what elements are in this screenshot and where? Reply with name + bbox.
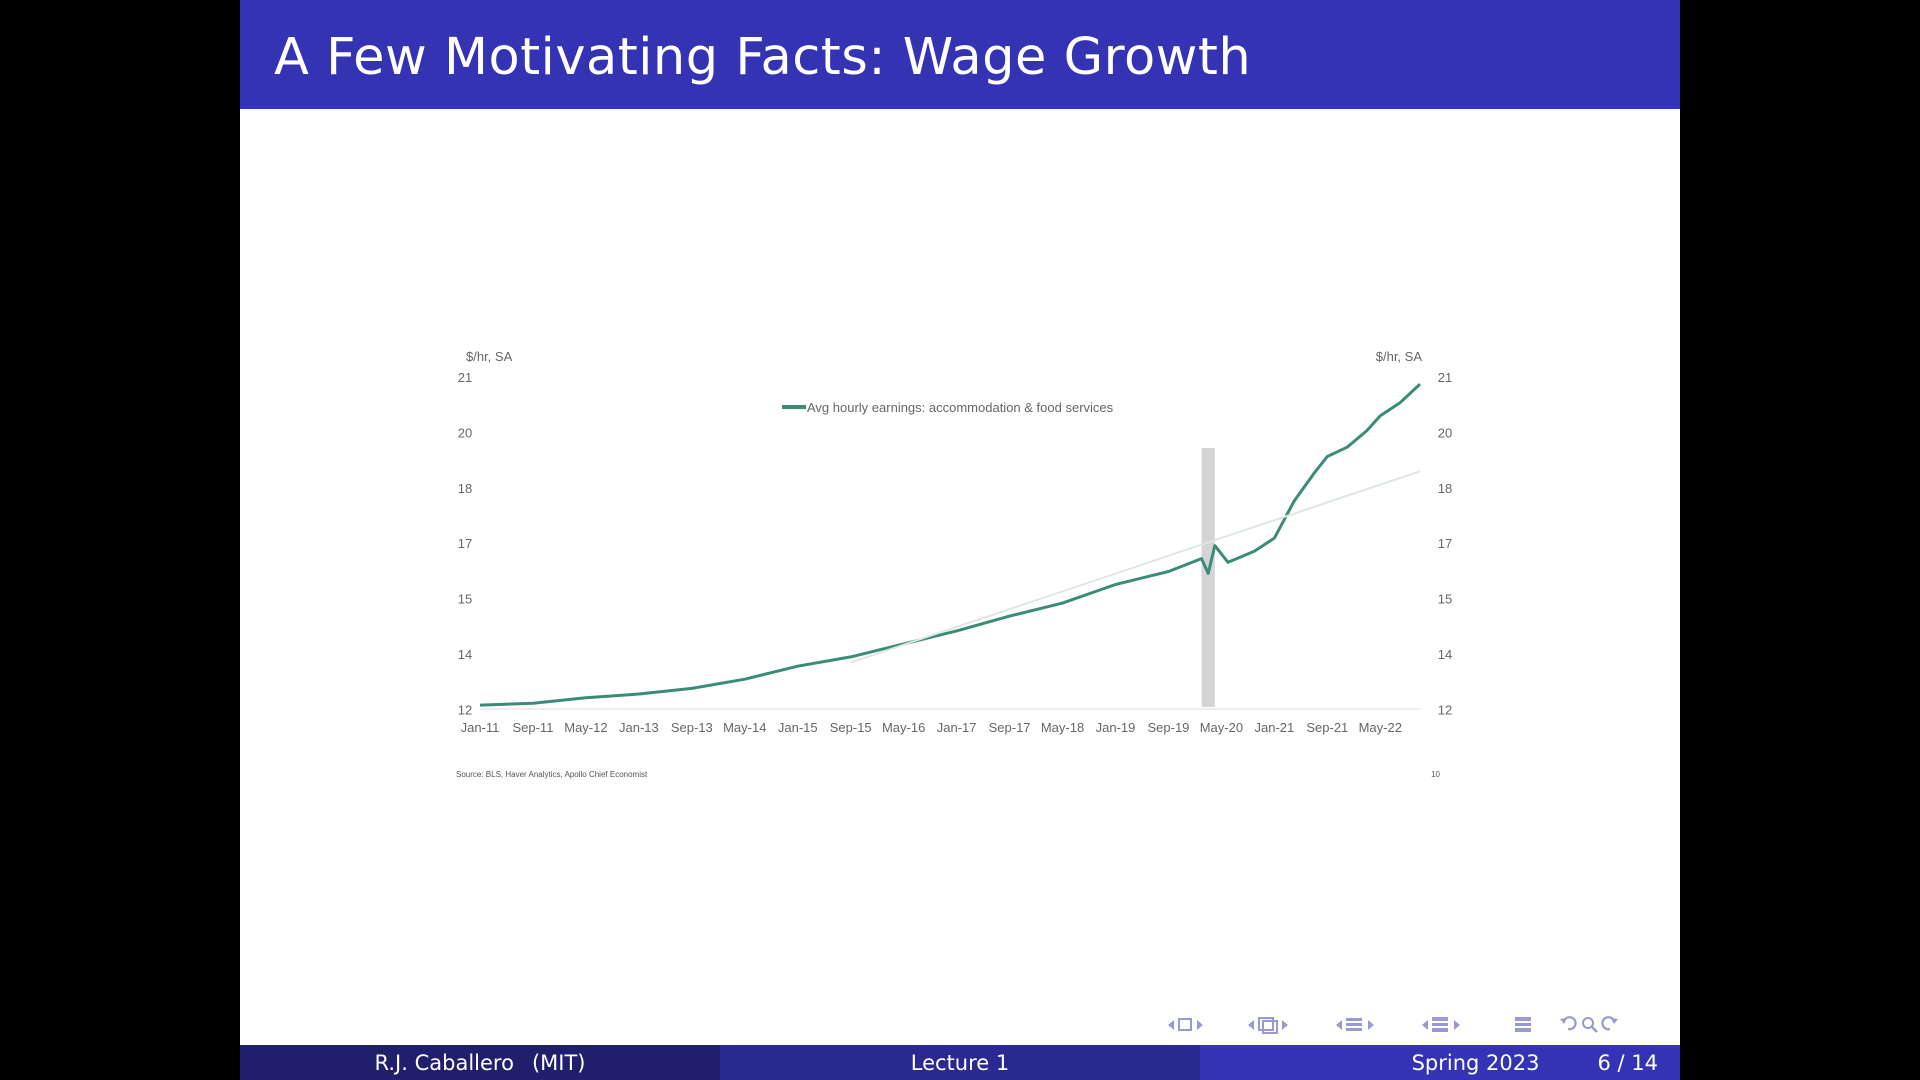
footer-lecture-segment: Lecture 1 xyxy=(720,1045,1200,1080)
beamer-nav-icons xyxy=(1168,1016,1618,1034)
chart-page-mark: 10 xyxy=(1431,770,1440,779)
nav-search-icon[interactable] xyxy=(1582,1017,1598,1033)
y-tick-label-right: 20 xyxy=(1438,425,1452,440)
y-tick-label-right: 14 xyxy=(1438,647,1452,662)
y-tick-label-left: 14 xyxy=(458,647,472,662)
wage-growth-chart: $/hr, SA $/hr, SA 21 21 20 20 18 18 17 17 15 15 14 14… xyxy=(456,349,1452,779)
nav-section-icon[interactable] xyxy=(1336,1018,1374,1031)
trend-line xyxy=(850,470,1421,664)
slide: A Few Motivating Facts: Wage Growth $/hr… xyxy=(240,0,1680,1080)
slide-title: A Few Motivating Facts: Wage Growth xyxy=(274,28,1252,87)
y-tick-label-right: 15 xyxy=(1438,592,1452,607)
x-tick-label: Sep-15 xyxy=(830,720,872,735)
x-tick-label: Jan-19 xyxy=(1096,720,1136,735)
x-tick-label: Jan-21 xyxy=(1254,720,1294,735)
x-tick-label: May-16 xyxy=(882,720,925,735)
x-tick-label: May-14 xyxy=(723,720,766,735)
x-tick-label: May-12 xyxy=(564,720,607,735)
y-tick-label-right: 21 xyxy=(1438,370,1452,385)
y-tick-label-right: 17 xyxy=(1438,536,1452,551)
y-tick-label-right: 12 xyxy=(1438,702,1452,717)
x-tick-label: Jan-11 xyxy=(461,720,500,735)
x-tick-label: Jan-13 xyxy=(619,720,659,735)
x-tick-label: Sep-13 xyxy=(671,720,713,735)
footer-author: R.J. Caballero xyxy=(374,1050,514,1075)
y-tick-label-left: 17 xyxy=(458,536,472,551)
y-tick-label-left: 21 xyxy=(458,370,472,385)
footer-date-segment: Spring 2023 6 / 14 xyxy=(1200,1045,1680,1080)
y-tick-label-left: 12 xyxy=(458,702,472,717)
y-tick-label-left: 15 xyxy=(458,592,472,607)
legend-label: Avg hourly earnings: accommodation & foo… xyxy=(807,400,1114,415)
series-line-earnings xyxy=(479,383,1422,707)
x-tick-label: Jan-15 xyxy=(778,720,818,735)
left-axis-unit: $/hr, SA xyxy=(466,349,513,364)
recession-shading xyxy=(1201,448,1215,707)
nav-frame-icon[interactable] xyxy=(1168,1018,1203,1031)
nav-back-icon[interactable] xyxy=(1560,1016,1577,1031)
right-axis-unit: $/hr, SA xyxy=(1376,349,1423,364)
nav-presentation-icon[interactable] xyxy=(1422,1017,1460,1032)
x-tick-label: Jan-17 xyxy=(937,720,977,735)
x-tick-label: May-20 xyxy=(1200,720,1243,735)
y-tick-label-right: 18 xyxy=(1438,481,1452,496)
x-tick-label: Sep-11 xyxy=(512,720,553,735)
x-tick-label: Sep-21 xyxy=(1306,720,1348,735)
nav-subsection-icon[interactable] xyxy=(1248,1017,1288,1034)
footer: R.J. Caballero (MIT) Lecture 1 Spring 20… xyxy=(240,1045,1680,1080)
chart-source-note: Source: BLS, Haver Analytics, Apollo Chi… xyxy=(456,770,648,779)
x-tick-label: May-18 xyxy=(1041,720,1084,735)
footer-lecture: Lecture 1 xyxy=(910,1050,1010,1075)
nav-forward-icon[interactable] xyxy=(1601,1016,1618,1031)
footer-institution: (MIT) xyxy=(531,1050,586,1075)
footer-page-number: 6 / 14 xyxy=(1597,1050,1658,1075)
footer-author-segment: R.J. Caballero (MIT) xyxy=(240,1045,720,1080)
title-bar: A Few Motivating Facts: Wage Growth xyxy=(240,0,1680,109)
y-tick-label-left: 18 xyxy=(458,481,472,496)
footer-term: Spring 2023 xyxy=(1411,1050,1540,1075)
x-tick-label: May-22 xyxy=(1359,720,1402,735)
x-tick-label: Sep-19 xyxy=(1147,720,1189,735)
y-tick-label-left: 20 xyxy=(458,425,472,440)
x-tick-label: Sep-17 xyxy=(989,720,1031,735)
nav-toc-icon[interactable] xyxy=(1515,1017,1531,1032)
beamer-navigation-bar xyxy=(1164,1013,1634,1037)
